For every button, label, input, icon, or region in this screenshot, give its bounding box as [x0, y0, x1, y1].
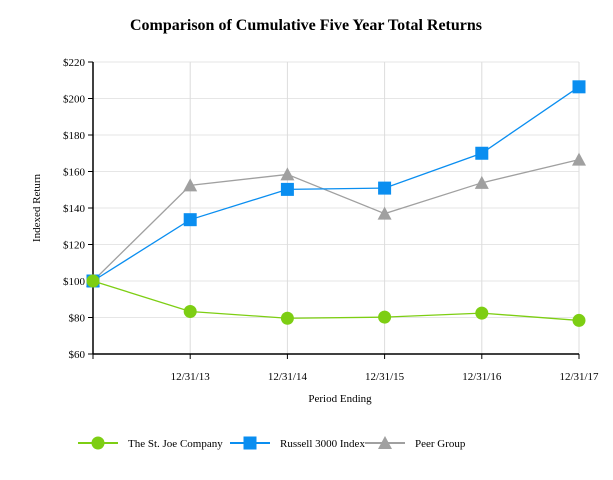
legend-marker	[378, 436, 392, 449]
series-line	[92, 159, 580, 282]
data-point	[377, 206, 392, 220]
legend: The St. Joe Company Russell 3000 Index Pee…	[78, 436, 466, 450]
legend-marker	[91, 436, 105, 450]
x-tick-label: 12/31/16	[462, 371, 502, 383]
y-tick-label: $220	[63, 57, 86, 69]
x-tick-label: 12/31/13	[171, 371, 211, 383]
data-point	[378, 181, 392, 195]
x-axis-label: Period Ending	[308, 393, 372, 405]
y-tick-label: $60	[69, 349, 86, 361]
data-point	[280, 167, 295, 181]
data-point	[572, 313, 586, 327]
legend-marker	[243, 436, 257, 450]
y-tick-label: $100	[63, 276, 86, 288]
data-point	[183, 304, 197, 318]
data-point	[183, 178, 198, 192]
x-tick-label: 12/31/15	[365, 371, 405, 383]
data-point	[378, 310, 392, 324]
gridlines	[93, 61, 580, 354]
data-point	[572, 152, 586, 166]
data-point	[280, 311, 294, 325]
legend-label: The St. Joe Company	[128, 438, 223, 450]
series-triangle	[86, 152, 586, 287]
y-axis-label: Indexed Return	[31, 173, 43, 242]
data-point	[475, 146, 489, 160]
series-square	[86, 80, 586, 288]
y-tick-label: $120	[63, 240, 86, 252]
y-tick-label: $140	[63, 203, 86, 215]
series-line	[92, 86, 580, 282]
legend-label: Peer Group	[415, 438, 466, 450]
y-tick-label: $180	[63, 130, 86, 142]
data-point	[280, 182, 294, 196]
tick-labels: $60 $80 $100 $120 $140 $160 $180 $200 $220 12/31/…	[63, 57, 599, 383]
data-point	[572, 80, 586, 94]
y-tick-label: $200	[63, 94, 86, 106]
legend-label: Russell 3000 Index	[280, 438, 365, 450]
series-group	[86, 80, 586, 327]
series-circle	[86, 274, 586, 327]
y-tick-label: $80	[69, 313, 86, 325]
data-point	[183, 213, 197, 227]
axes	[88, 61, 580, 359]
series-line	[92, 280, 580, 322]
x-tick-label: 12/31/14	[268, 371, 308, 383]
y-tick-label: $160	[63, 167, 86, 179]
data-point	[86, 274, 100, 288]
data-point	[474, 175, 489, 189]
x-tick-label: 12/31/17	[559, 371, 599, 383]
data-point	[475, 306, 489, 320]
chart-title: Comparison of Cumulative Five Year Total…	[130, 17, 482, 34]
